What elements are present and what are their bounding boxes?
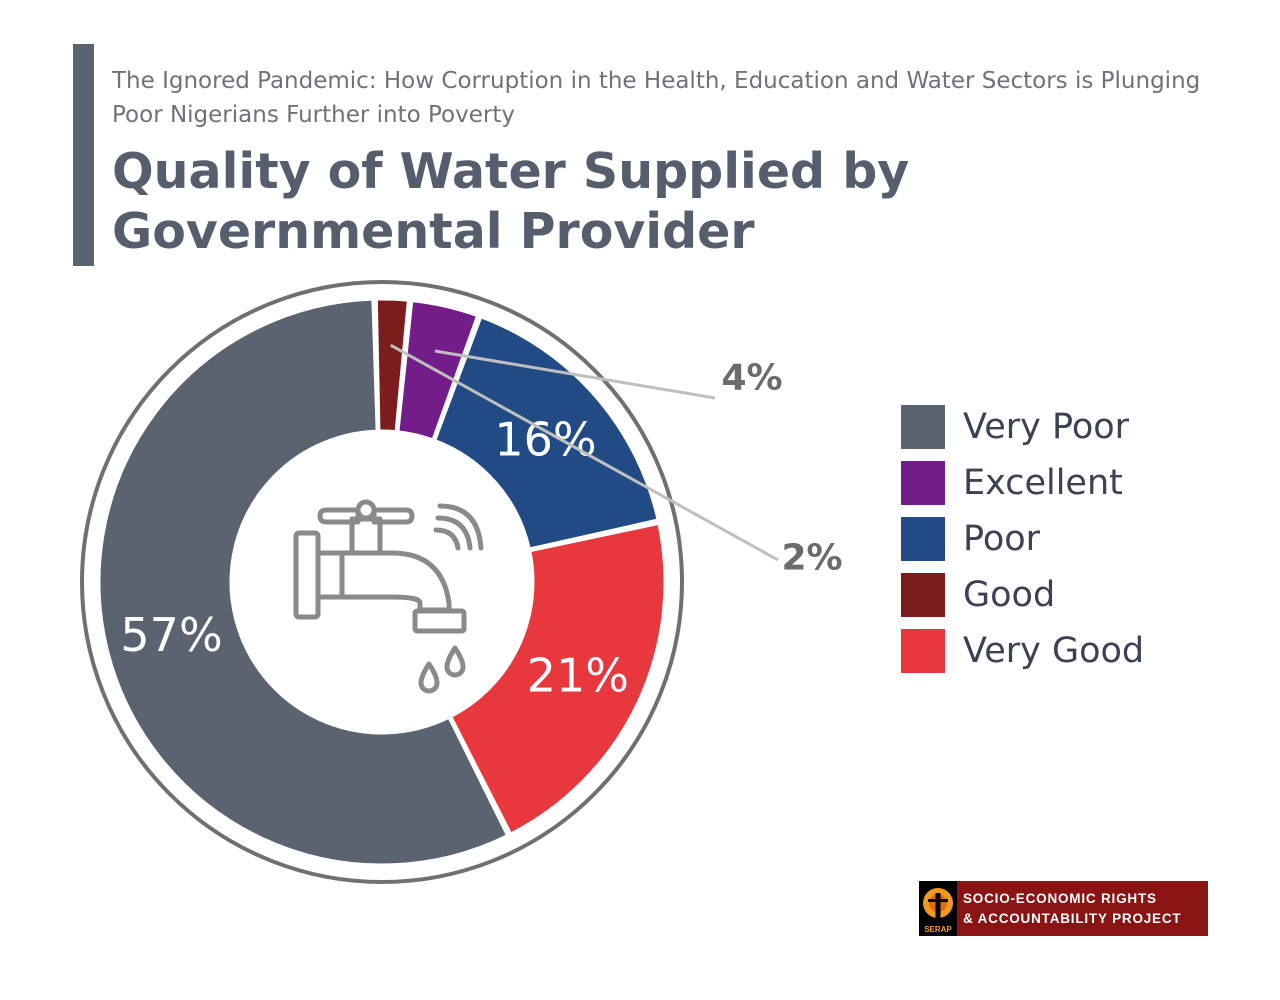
legend-item-poor: Poor bbox=[901, 517, 1144, 561]
legend-label: Good bbox=[963, 575, 1056, 615]
slice-very-good bbox=[448, 521, 667, 837]
legend-label: Poor bbox=[963, 519, 1041, 559]
data-label-very-good: 21% bbox=[527, 648, 629, 702]
legend-item-very-good: Very Good bbox=[901, 629, 1144, 673]
serap-logo: SERAP SOCIO-ECONOMIC RIGHTS & ACCOUNTABI… bbox=[919, 881, 1208, 936]
legend-swatch bbox=[901, 573, 945, 617]
legend-swatch bbox=[901, 629, 945, 673]
legend-swatch bbox=[901, 517, 945, 561]
legend-label: Very Good bbox=[963, 631, 1145, 671]
logo-line-2: & ACCOUNTABILITY PROJECT bbox=[963, 910, 1182, 926]
labels-group: 57% 21% 16% 4% 2% bbox=[120, 343, 843, 702]
title-accent-bar bbox=[73, 44, 94, 266]
chart-legend: Very Poor Excellent Poor Good Very Good bbox=[901, 405, 1144, 673]
leader-line-good bbox=[389, 343, 779, 562]
legend-label: Excellent bbox=[963, 463, 1123, 503]
logo-line-1: SOCIO-ECONOMIC RIGHTS bbox=[963, 890, 1157, 906]
slices-group bbox=[97, 297, 667, 867]
legend-swatch bbox=[901, 461, 945, 505]
data-label-very-poor: 57% bbox=[120, 608, 222, 662]
legend-swatch bbox=[901, 405, 945, 449]
data-label-excellent: 4% bbox=[721, 358, 782, 399]
legend-label: Very Poor bbox=[963, 407, 1130, 447]
serap-emblem-icon: SERAP bbox=[919, 881, 957, 936]
legend-item-good: Good bbox=[901, 573, 1144, 617]
legend-item-very-poor: Very Poor bbox=[901, 405, 1144, 449]
legend-item-excellent: Excellent bbox=[901, 461, 1144, 505]
water-tap-icon bbox=[293, 499, 484, 694]
svg-text:SERAP: SERAP bbox=[924, 925, 952, 934]
slice-good bbox=[374, 297, 411, 434]
logo-text: SOCIO-ECONOMIC RIGHTS & ACCOUNTABILITY P… bbox=[957, 889, 1181, 929]
leader-line-excellent bbox=[434, 349, 716, 400]
chart-title: Quality of Water Supplied by Governmenta… bbox=[112, 143, 910, 260]
slice-very-poor bbox=[97, 297, 510, 867]
data-label-good: 2% bbox=[781, 538, 842, 579]
report-subtitle: The Ignored Pandemic: How Corruption in … bbox=[112, 68, 1201, 128]
outer-ring bbox=[80, 280, 684, 884]
data-label-poor: 16% bbox=[494, 412, 596, 466]
